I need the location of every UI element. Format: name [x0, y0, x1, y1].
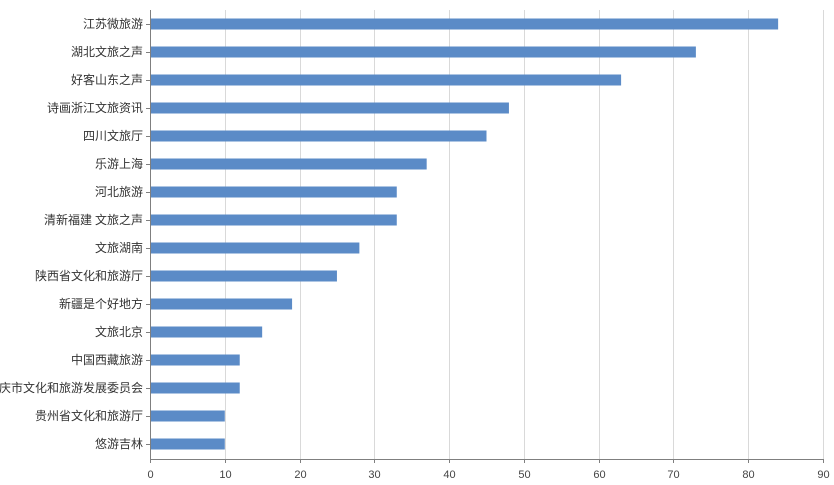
bar-13: [151, 382, 240, 394]
x-tick-label: 20: [294, 469, 306, 481]
bar-12: [151, 354, 240, 366]
category-label: 湖北文旅之声: [71, 44, 143, 59]
category-label: 文旅湖南: [95, 240, 143, 255]
bar-0: [151, 18, 779, 30]
x-tick-label: 80: [742, 469, 754, 481]
x-tick-label: 40: [443, 469, 455, 481]
bar-15: [151, 438, 225, 450]
x-tick-label: 50: [518, 469, 530, 481]
category-label: 文旅北京: [95, 324, 143, 339]
x-tick-label: 10: [219, 469, 231, 481]
bar-6: [151, 186, 397, 198]
bar-5: [151, 158, 427, 170]
axis-layer: [146, 10, 824, 463]
x-tick-label: 0: [147, 469, 153, 481]
bar-layer: [151, 18, 779, 450]
label-layer: 0 10 20 30 40 50 60 70 80 90 江苏微旅游湖北文旅之声好客山东之声诗画浙江…: [0, 17, 830, 481]
category-label: 河北旅游: [95, 185, 143, 199]
bar-10: [151, 298, 293, 310]
category-label: 悠游吉林: [95, 436, 143, 451]
x-tick-label: 70: [667, 469, 679, 481]
category-label: 陕西省文化和旅游厅: [35, 268, 143, 283]
category-label: 清新福建 文旅之声: [44, 212, 143, 227]
bar-4: [151, 130, 487, 142]
x-tick-label: 90: [817, 469, 829, 481]
x-tick-label: 30: [368, 469, 380, 481]
category-label: 乐游上海: [95, 156, 143, 171]
bar-14: [151, 410, 225, 422]
bar-2: [151, 74, 622, 86]
category-label: 重庆市文化和旅游发展委员会: [0, 380, 143, 395]
category-label: 诗画浙江文旅资讯: [47, 100, 143, 115]
category-label: 中国西藏旅游: [71, 352, 143, 367]
category-label: 江苏微旅游: [83, 17, 143, 31]
bar-8: [151, 242, 360, 254]
bar-7: [151, 214, 397, 226]
bar-11: [151, 326, 263, 338]
category-label: 四川文旅厅: [83, 128, 143, 143]
x-tick-label: 60: [593, 469, 605, 481]
bar-9: [151, 270, 337, 282]
category-label: 新疆是个好地方: [59, 296, 143, 311]
bar-3: [151, 102, 509, 114]
category-label: 贵州省文化和旅游厅: [35, 408, 143, 423]
category-label: 好客山东之声: [71, 72, 143, 87]
bar-1: [151, 46, 696, 58]
